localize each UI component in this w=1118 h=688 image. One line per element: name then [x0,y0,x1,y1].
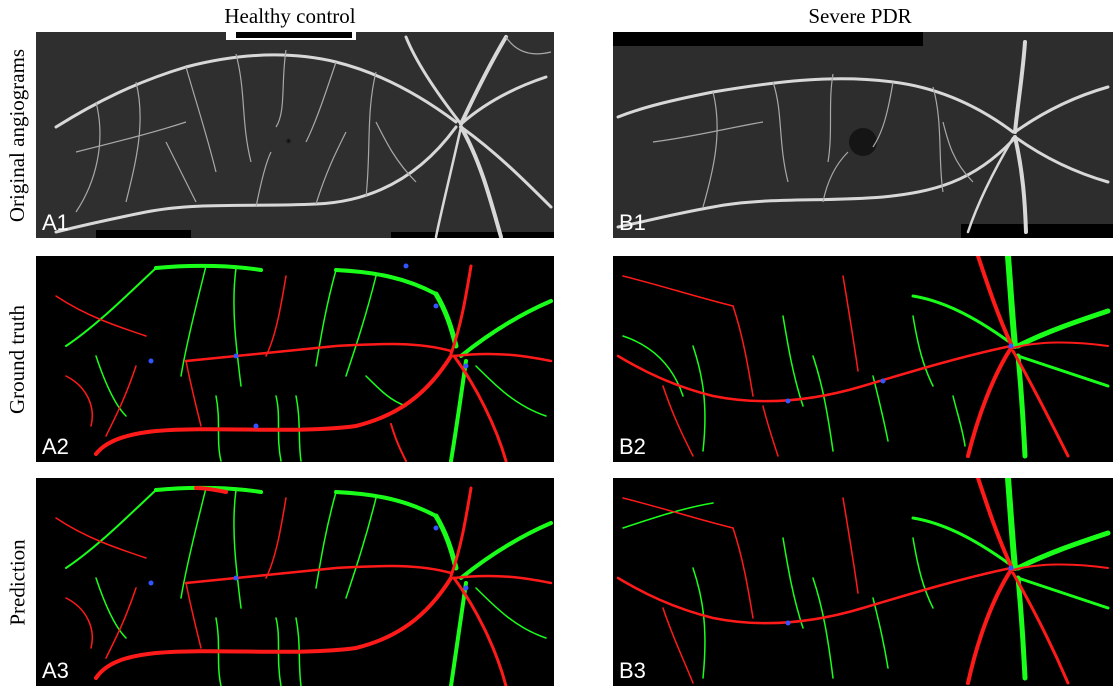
panel-a1-angiogram: A1 [36,32,554,238]
angiogram-vessels-pdr [613,32,1113,238]
vessel-map-pdr-prediction [616,478,1111,685]
row-label-ground-truth: Ground truth [5,304,30,414]
panel-label-b1: B1 [619,210,646,235]
panel-label-b2: B2 [619,434,646,459]
row-label-original: Original angiograms [5,48,30,222]
row-label-prediction: Prediction [5,538,30,626]
column-title-healthy: Healthy control [224,4,356,28]
panel-label-b3: B3 [619,658,646,683]
vessel-map-healthy-ground-truth [55,263,553,462]
panel-label-a1: A1 [42,210,69,235]
angiogram-vessels-healthy [36,32,554,238]
vessel-map-pdr-ground-truth [616,256,1111,459]
panel-a3-prediction: A3 [36,478,554,686]
column-title-pdr: Severe PDR [808,4,912,28]
panel-b2-ground-truth: B2 [613,256,1113,462]
panel-a2-ground-truth: A2 [36,256,554,462]
vessel-map-healthy-prediction [55,485,553,686]
panel-b1-angiogram: B1 [613,32,1113,238]
panel-label-a2: A2 [42,434,69,459]
panel-b3-prediction: B3 [613,478,1113,686]
panel-label-a3: A3 [42,658,69,683]
